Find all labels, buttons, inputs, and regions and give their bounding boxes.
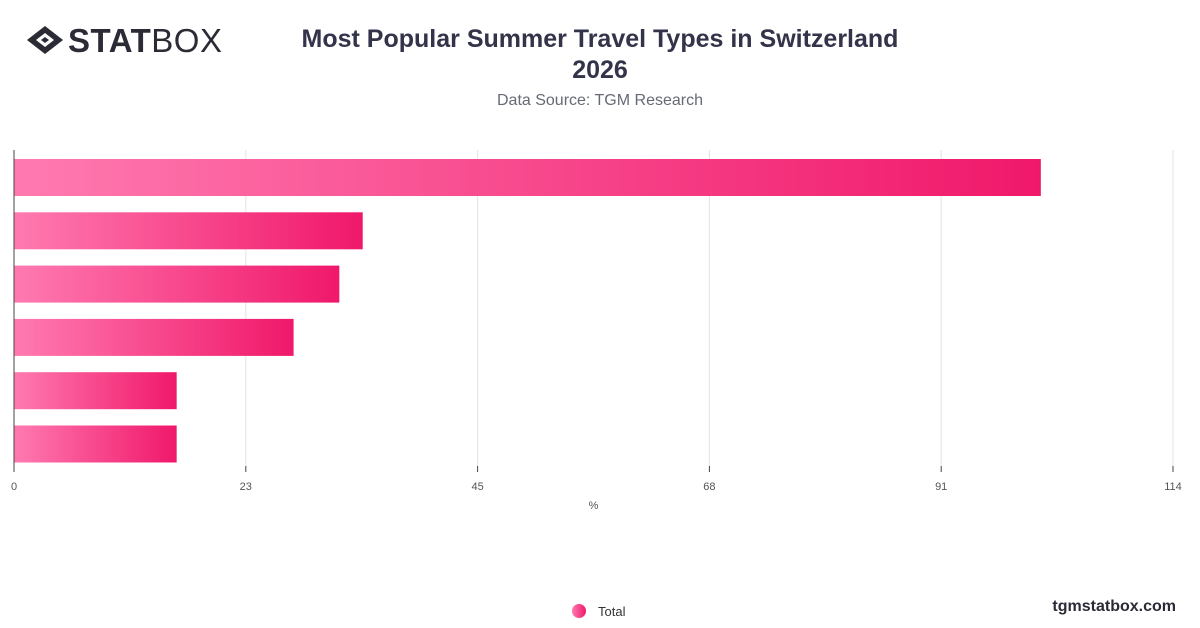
x-axis-label: % [589, 500, 599, 512]
bar[interactable] [14, 425, 177, 463]
brand-name: STATBOX [68, 24, 222, 57]
legend-marker [572, 604, 586, 618]
chart-legend[interactable]: Total [572, 602, 625, 620]
bar[interactable] [14, 265, 340, 303]
chart-subtitle: Data Source: TGM Research [496, 92, 703, 109]
chart-title: Most Popular Summer Travel Types in Swit… [300, 24, 900, 86]
statbox-diamond-icon [27, 26, 63, 54]
x-tick-label: 45 [471, 481, 483, 493]
bar[interactable] [14, 212, 363, 250]
bar[interactable] [14, 372, 177, 410]
brand-light: BOX [151, 21, 223, 59]
x-tick-label: 114 [1164, 481, 1182, 493]
bar[interactable] [14, 318, 294, 356]
x-tick-label: 91 [935, 481, 947, 493]
footer-site[interactable]: tgmstatbox.com [1052, 598, 1176, 615]
chart-title-line2: 2026 [572, 56, 628, 84]
statbox-logo: STATBOX [26, 22, 222, 58]
brand-bold: STAT [68, 21, 152, 59]
x-tick-label: 68 [703, 481, 715, 493]
x-tick-label: 0 [11, 481, 17, 493]
chart-title-line1: Most Popular Summer Travel Types in Swit… [301, 25, 899, 53]
x-tick-label: 23 [240, 481, 252, 493]
bar[interactable] [14, 159, 1041, 196]
legend-label: Total [598, 603, 626, 619]
